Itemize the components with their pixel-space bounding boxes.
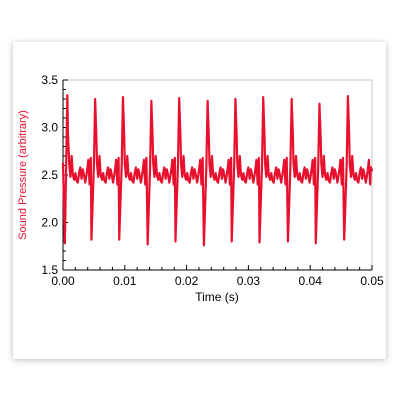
x-tick-label: 0.05: [360, 274, 384, 288]
x-tick-label: 0.02: [175, 274, 199, 288]
y-tick-label: 3.0: [41, 121, 58, 135]
series-layer: [61, 94, 374, 247]
x-ticks: 0.00 0.01 0.02 0.03 0.04 0.05: [51, 265, 384, 288]
y-tick-label: 3.5: [41, 73, 58, 87]
x-tick-label: 0.03: [237, 274, 261, 288]
y-tick-label: 2.0: [41, 216, 58, 230]
series-line-0: [61, 94, 374, 247]
x-axis-label: Time (s): [195, 290, 239, 304]
y-tick-label: 1.5: [41, 263, 58, 277]
x-tick-label: 0.04: [299, 274, 323, 288]
y-axis-label: Sound Pressure (arbitrary): [17, 110, 29, 240]
x-tick-label: 0.00: [51, 274, 75, 288]
chart-card: 0.00 0.01 0.02 0.03 0.04 0.05 1.5 2.0 2.5 3.0 3.5…: [13, 42, 386, 359]
y-tick-label: 2.5: [41, 168, 58, 182]
x-tick-label: 0.01: [113, 274, 137, 288]
line-chart: 0.00 0.01 0.02 0.03 0.04 0.05 1.5 2.0 2.5 3.0 3.5…: [17, 73, 384, 304]
